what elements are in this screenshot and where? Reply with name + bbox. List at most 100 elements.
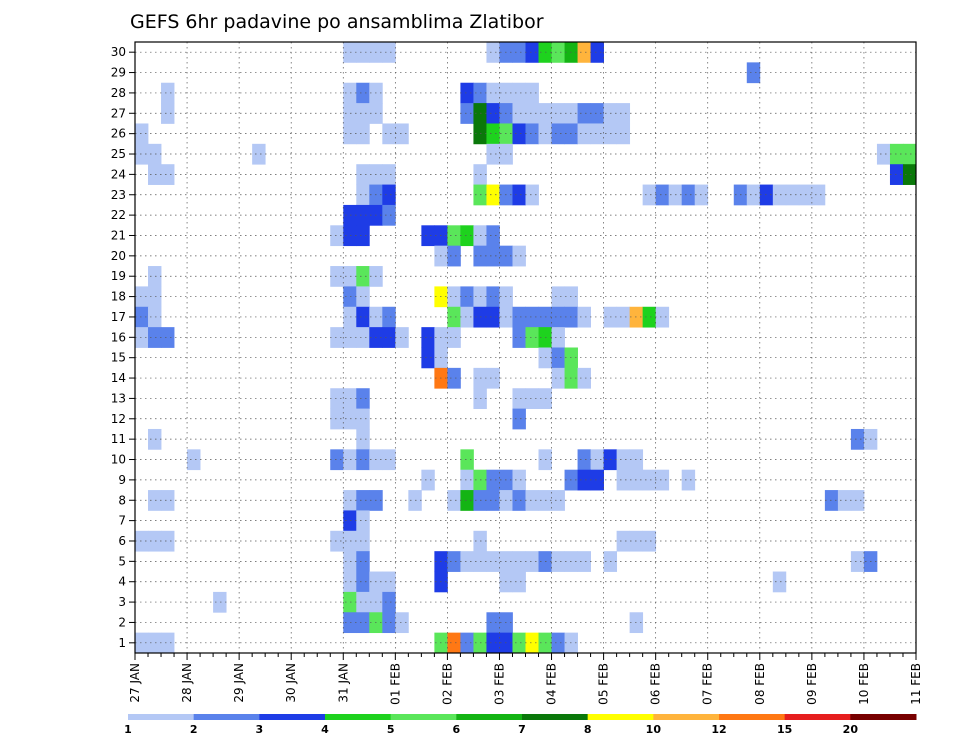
heatmap-cell: [902, 164, 917, 185]
heatmap-cell: [356, 591, 370, 613]
chart-title: GEFS 6hr padavine po ansamblima Zlatibor: [130, 11, 544, 33]
heatmap-cell: [512, 632, 526, 654]
legend-swatch: [390, 714, 457, 720]
heatmap-cell: [343, 551, 357, 572]
heatmap-cell: [356, 510, 370, 532]
heatmap-cell: [447, 632, 461, 654]
y-tick-label: 27: [111, 106, 126, 120]
heatmap-cell: [551, 347, 565, 369]
x-tick-label: 06 FEB: [649, 663, 663, 705]
heatmap-cell: [148, 266, 162, 287]
heatmap-cell: [512, 571, 526, 593]
heatmap-cell: [525, 82, 539, 104]
heatmap-cell: [512, 103, 526, 124]
heatmap-cell: [746, 184, 761, 206]
heatmap-cell: [382, 42, 396, 63]
y-tick-label: 7: [118, 514, 126, 528]
heatmap-cell: [525, 184, 539, 206]
heatmap-cell: [382, 612, 396, 634]
heatmap-cell: [382, 306, 396, 328]
heatmap-cell: [512, 408, 526, 430]
heatmap-cell: [577, 367, 591, 389]
x-tick-label: 04 FEB: [545, 663, 559, 705]
heatmap-cell: [356, 428, 370, 450]
heatmap-cell: [486, 306, 500, 328]
x-tick-label: 28 JAN: [180, 663, 194, 703]
heatmap-cell: [187, 449, 201, 471]
heatmap-cell: [486, 367, 500, 389]
heatmap-cell: [616, 469, 631, 491]
heatmap-cell: [447, 245, 461, 267]
y-tick-label: 9: [118, 473, 126, 487]
heatmap-cell: [551, 367, 565, 389]
heatmap-cell: [356, 612, 370, 634]
heatmap-cell: [551, 490, 565, 511]
heatmap-cell: [343, 103, 357, 124]
heatmap-cell: [148, 530, 162, 552]
heatmap-cell: [577, 123, 591, 145]
heatmap-cell: [395, 123, 409, 145]
heatmap-cell: [447, 286, 461, 308]
heatmap-cell: [486, 469, 500, 491]
y-tick-label: 24: [111, 167, 126, 181]
heatmap-cell: [486, 245, 500, 267]
heatmap-cell: [577, 306, 591, 328]
heatmap-cell: [772, 571, 787, 593]
heatmap-cell: [512, 327, 526, 348]
heatmap-cell: [525, 306, 539, 328]
y-tick-label: 6: [118, 534, 126, 548]
heatmap-cell: [525, 42, 539, 63]
heatmap-cell: [525, 490, 539, 511]
legend-swatch: [456, 714, 523, 720]
heatmap-cell: [551, 632, 565, 654]
heatmap-cell: [551, 551, 565, 572]
heatmap-cell: [343, 530, 357, 552]
grid-lines: [135, 42, 916, 653]
heatmap-cell: [551, 42, 565, 63]
heatmap-cell: [525, 103, 539, 124]
heatmap-cell: [330, 530, 344, 552]
heatmap-cell: [343, 591, 357, 613]
heatmap-cell: [161, 103, 175, 124]
heatmap-cell: [382, 164, 396, 185]
legend-label: 8: [584, 723, 592, 736]
heatmap-cell: [148, 327, 162, 348]
heatmap-cell: [486, 612, 500, 634]
heatmap-cell: [759, 184, 774, 206]
heatmap-cell: [343, 123, 357, 145]
heatmap-cell: [616, 123, 631, 145]
legend-label: 3: [256, 723, 264, 736]
legend-label: 12: [711, 723, 726, 736]
heatmap-cell: [811, 184, 826, 206]
heatmap-cell: [616, 306, 631, 328]
heatmap-cell: [343, 449, 357, 471]
heatmap-cell: [356, 164, 370, 185]
y-tick-label: 15: [111, 351, 126, 365]
legend-swatch: [587, 714, 654, 720]
heatmap-cell: [460, 286, 474, 308]
heatmap-cell: [460, 449, 474, 471]
heatmap-cell: [343, 42, 357, 63]
legend-swatch: [719, 714, 786, 720]
heatmap-cell: [850, 490, 865, 511]
heatmap-cell: [382, 204, 396, 226]
heatmap-cell: [135, 327, 149, 348]
heatmap-cell: [330, 266, 344, 287]
heatmap-cell: [135, 306, 149, 328]
heatmap-cell: [551, 123, 565, 145]
heatmap-cell: [486, 632, 500, 654]
heatmap-cell: [486, 42, 500, 63]
heatmap-cell: [486, 103, 500, 124]
heatmap-cell: [382, 591, 396, 613]
legend-swatch: [522, 714, 589, 720]
legend-swatch: [850, 714, 917, 720]
heatmap-cell: [356, 449, 370, 471]
heatmap-cell: [551, 306, 565, 328]
legend-label: 15: [777, 723, 792, 736]
heatmap-cell: [382, 449, 396, 471]
heatmap-cell: [343, 388, 357, 409]
heatmap-cell: [343, 286, 357, 308]
x-tick-label: 11 FEB: [909, 663, 923, 705]
heatmap-cell: [148, 632, 162, 654]
y-tick-label: 16: [111, 330, 126, 344]
